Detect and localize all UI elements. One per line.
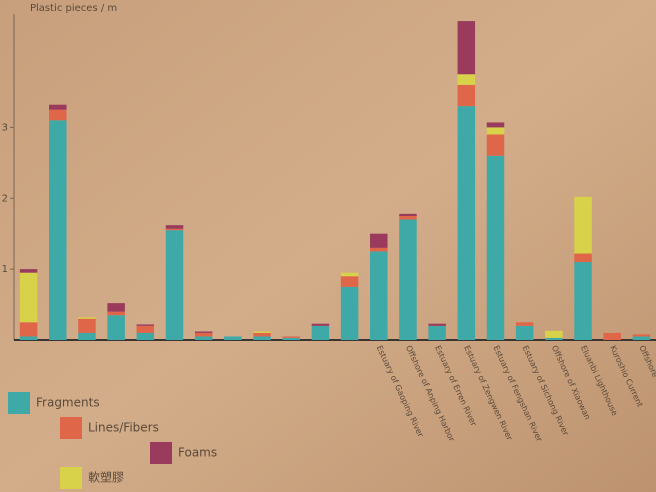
bar-segment <box>19 322 38 337</box>
bar-segment <box>311 325 330 340</box>
bar-segment <box>399 219 417 340</box>
y-tick-label: 1 <box>2 264 8 275</box>
bar-segment <box>574 253 592 263</box>
bar-segment <box>107 311 125 316</box>
bar-segment <box>486 127 505 135</box>
bar-segment <box>574 196 592 254</box>
bar-segment <box>370 247 388 252</box>
bar-segment <box>282 336 300 338</box>
bar-segment <box>370 233 388 248</box>
legend-swatch <box>60 417 82 439</box>
legend-swatch <box>8 392 30 414</box>
bar-segment <box>194 331 213 333</box>
bar-segment <box>486 134 505 156</box>
bar-segment <box>399 213 417 216</box>
bar-segment <box>136 324 155 326</box>
bar-segment <box>165 230 184 340</box>
legend-swatch <box>150 442 172 464</box>
y-tick-label: 2 <box>2 193 8 204</box>
bar-segment <box>253 331 271 333</box>
bar-segment <box>194 336 213 340</box>
bar-segment <box>136 325 155 333</box>
bar-segment <box>486 155 505 340</box>
legend-label: 軟塑膠 <box>88 470 124 485</box>
bar-segment <box>574 262 592 340</box>
bar-segment <box>340 276 359 287</box>
legend-swatch <box>60 467 82 489</box>
bar-segment <box>49 104 67 110</box>
bar-segment <box>457 21 476 75</box>
bar-segment <box>340 286 359 340</box>
bar-segment <box>428 325 446 340</box>
bar-segment <box>78 332 96 340</box>
bar-segment <box>311 323 330 326</box>
bar-segment <box>457 84 476 107</box>
bar-segment <box>545 330 563 338</box>
bar-segment <box>78 318 96 333</box>
bar-segment <box>49 109 67 121</box>
bar-segment <box>486 122 505 128</box>
bar-segment <box>282 337 300 340</box>
bar-segment <box>165 225 184 229</box>
bar-segment <box>340 272 359 277</box>
legend-label: Fragments <box>36 396 100 410</box>
bar-segment <box>194 332 213 337</box>
bar-segment <box>19 336 38 340</box>
bar-segment <box>253 336 271 340</box>
bar-segment <box>632 336 651 340</box>
bar-segment <box>399 215 417 220</box>
bar-segment <box>136 332 155 340</box>
bar-segment <box>107 315 125 340</box>
bar-segment <box>632 334 651 337</box>
bar-segment <box>49 120 67 340</box>
bar-segment <box>515 325 534 340</box>
bar-segment <box>107 303 125 312</box>
y-tick-label: 3 <box>2 122 8 133</box>
bar-segment <box>19 269 38 273</box>
bar-segment <box>370 251 388 340</box>
bar-segment <box>428 323 446 326</box>
bar-segment <box>457 74 476 85</box>
legend-label: Lines/Fibers <box>88 421 159 435</box>
bar-segment <box>165 228 184 231</box>
legend-label: Foams <box>178 446 217 460</box>
bar-segment <box>19 272 38 323</box>
bar-segment <box>224 336 242 340</box>
bar-segment <box>457 106 476 340</box>
y-axis-label: Plastic pieces / m <box>30 3 117 14</box>
bar-segment <box>78 317 96 319</box>
bar-segment <box>253 332 271 337</box>
bar-segment <box>545 337 563 340</box>
bar-segment <box>515 322 534 326</box>
bar-segment <box>603 332 621 340</box>
